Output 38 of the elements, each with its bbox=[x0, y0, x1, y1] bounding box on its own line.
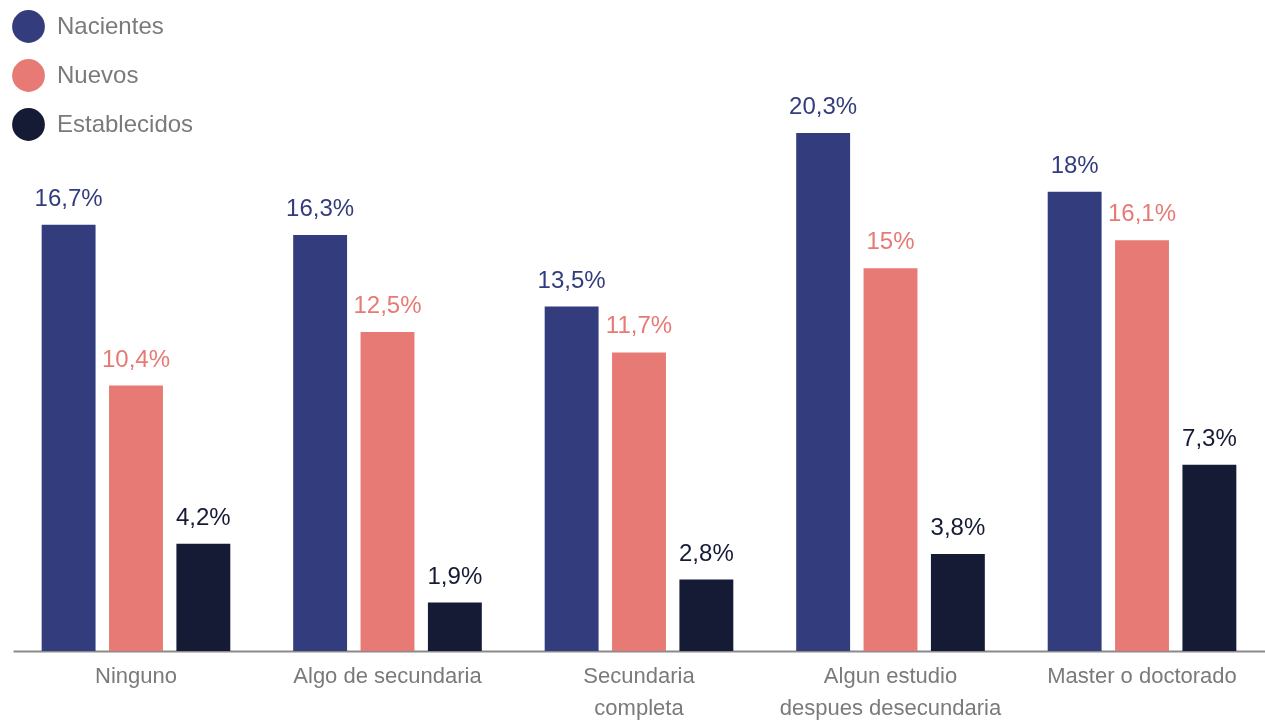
x-tick-label: Ninguno bbox=[95, 662, 177, 688]
data-label: 1,9% bbox=[427, 561, 483, 589]
bar bbox=[863, 268, 918, 651]
data-label: 2,8% bbox=[679, 538, 734, 566]
data-label: 3,8% bbox=[930, 513, 986, 541]
bar bbox=[930, 554, 985, 651]
data-label: 15% bbox=[866, 227, 915, 255]
legend-label: Nacientes bbox=[57, 11, 164, 39]
bar bbox=[612, 352, 666, 651]
data-label: 11,7% bbox=[605, 311, 673, 339]
x-tick-label: Algo de secundaria bbox=[293, 662, 483, 688]
data-label: 4,2% bbox=[176, 502, 231, 530]
x-tick-label: Secundaria completa bbox=[583, 662, 696, 720]
bar bbox=[360, 332, 415, 651]
data-label: 12,5% bbox=[353, 291, 422, 319]
bar bbox=[1115, 240, 1169, 651]
x-tick-label: Algun estudio despues desecundaria bbox=[779, 662, 1002, 720]
bar bbox=[796, 133, 851, 651]
data-label: 16,7% bbox=[34, 183, 103, 211]
bar bbox=[41, 224, 96, 651]
data-label: 7,3% bbox=[1182, 423, 1237, 451]
data-label: 10,4% bbox=[101, 344, 171, 372]
x-tick-label: Master o doctorado bbox=[1047, 662, 1237, 688]
data-label: 13,5% bbox=[537, 265, 606, 293]
bar bbox=[176, 543, 231, 651]
data-label: 16,3% bbox=[286, 194, 355, 222]
data-label: 20,3% bbox=[789, 92, 858, 119]
bar bbox=[427, 602, 482, 651]
legend-label: Nuevos bbox=[57, 60, 139, 88]
legend-label: Establecidos bbox=[57, 109, 194, 137]
bar bbox=[544, 306, 599, 651]
bar bbox=[109, 385, 163, 651]
data-label: 18% bbox=[1050, 150, 1099, 178]
bar bbox=[679, 579, 734, 651]
bar bbox=[1182, 464, 1237, 651]
data-label: 16,1% bbox=[1107, 199, 1177, 227]
bar bbox=[1047, 191, 1102, 651]
bar bbox=[293, 235, 348, 651]
